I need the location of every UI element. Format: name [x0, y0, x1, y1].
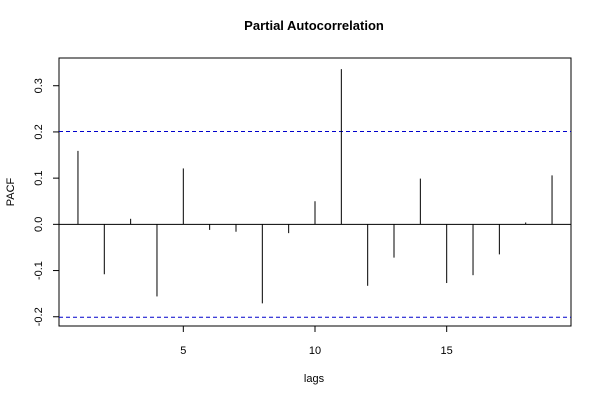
x-tick-label: 15 [441, 345, 453, 357]
y-axis-label: PACF [5, 177, 17, 206]
pacf-bars [77, 69, 553, 304]
x-axis-label: lags [304, 373, 325, 385]
y-tick-label: 0.2 [33, 124, 45, 139]
x-tick-label: 10 [309, 345, 321, 357]
y-tick-label: -0.1 [33, 261, 45, 280]
y-tick-label: 0.3 [33, 78, 45, 93]
y-axis: -0.2 -0.1 0.0 0.1 0.2 0.3 [33, 78, 59, 326]
y-tick-label: -0.2 [33, 307, 45, 326]
x-axis: 5 10 15 [180, 326, 453, 357]
y-tick-label: 0.1 [33, 170, 45, 185]
y-tick-label: 0.0 [33, 217, 45, 232]
chart-title: Partial Autocorrelation [244, 18, 384, 33]
plot-frame [58, 57, 572, 327]
x-tick-label: 5 [180, 345, 186, 357]
